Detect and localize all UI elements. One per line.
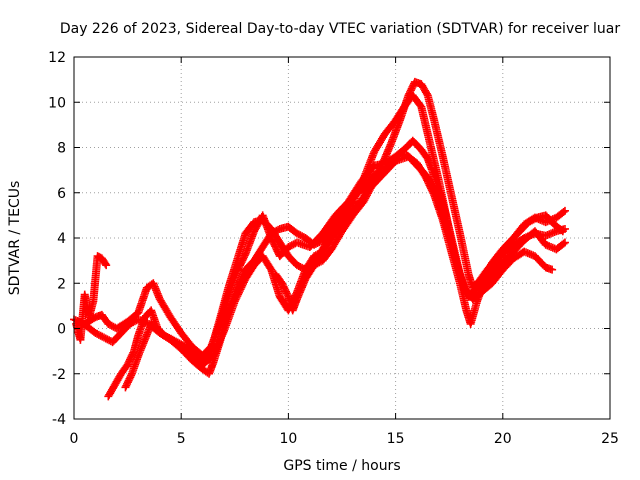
- y-tick-label: 6: [57, 186, 66, 202]
- data-point: [127, 371, 136, 380]
- x-tick-label: 5: [177, 431, 186, 447]
- y-tick-label: 12: [48, 50, 66, 66]
- data-point: [557, 226, 566, 235]
- data-point: [102, 261, 111, 270]
- chart-title: Day 226 of 2023, Sidereal Day-to-day VTE…: [60, 21, 621, 37]
- data-point: [101, 259, 110, 268]
- x-axis-label: GPS time / hours: [283, 458, 400, 474]
- data-point: [559, 239, 568, 248]
- y-tick-label: -4: [52, 412, 66, 428]
- data-point: [333, 217, 342, 226]
- data-point: [332, 219, 341, 228]
- x-tick-label: 25: [601, 431, 619, 447]
- data-markers: [70, 77, 569, 401]
- data-point: [334, 213, 343, 222]
- data-point: [335, 212, 344, 221]
- y-tick-label: -2: [52, 367, 66, 383]
- y-tick-label: 4: [57, 231, 66, 247]
- data-point: [558, 227, 567, 236]
- data-point: [548, 265, 557, 274]
- x-tick-label: 0: [70, 431, 79, 447]
- data-point: [560, 238, 569, 247]
- y-tick-label: 10: [48, 95, 66, 111]
- series-track-a: [72, 252, 111, 344]
- data-point: [331, 220, 340, 229]
- data-point: [560, 206, 569, 215]
- series-track-f: [271, 77, 567, 315]
- y-tick-label: 8: [57, 141, 66, 157]
- data-point: [329, 224, 338, 233]
- y-axis-label: SDTVAR / TECUs: [7, 181, 23, 296]
- data-point: [328, 227, 337, 236]
- y-tick-label: 2: [57, 276, 66, 292]
- data-point: [358, 176, 367, 185]
- x-tick-label: 10: [279, 431, 297, 447]
- data-point: [330, 222, 339, 231]
- data-point: [422, 89, 431, 98]
- data-point: [328, 225, 337, 234]
- x-tick-label: 20: [494, 431, 512, 447]
- y-tick-label: 0: [57, 322, 66, 338]
- data-point: [327, 229, 336, 238]
- data-point: [336, 210, 345, 219]
- axis-ticks: 0 5 10 15 20 25 -4 -2 0 2 4 6 8 10 12: [48, 50, 619, 447]
- data-point: [333, 215, 342, 224]
- data-point: [559, 207, 568, 216]
- x-tick-label: 15: [387, 431, 405, 447]
